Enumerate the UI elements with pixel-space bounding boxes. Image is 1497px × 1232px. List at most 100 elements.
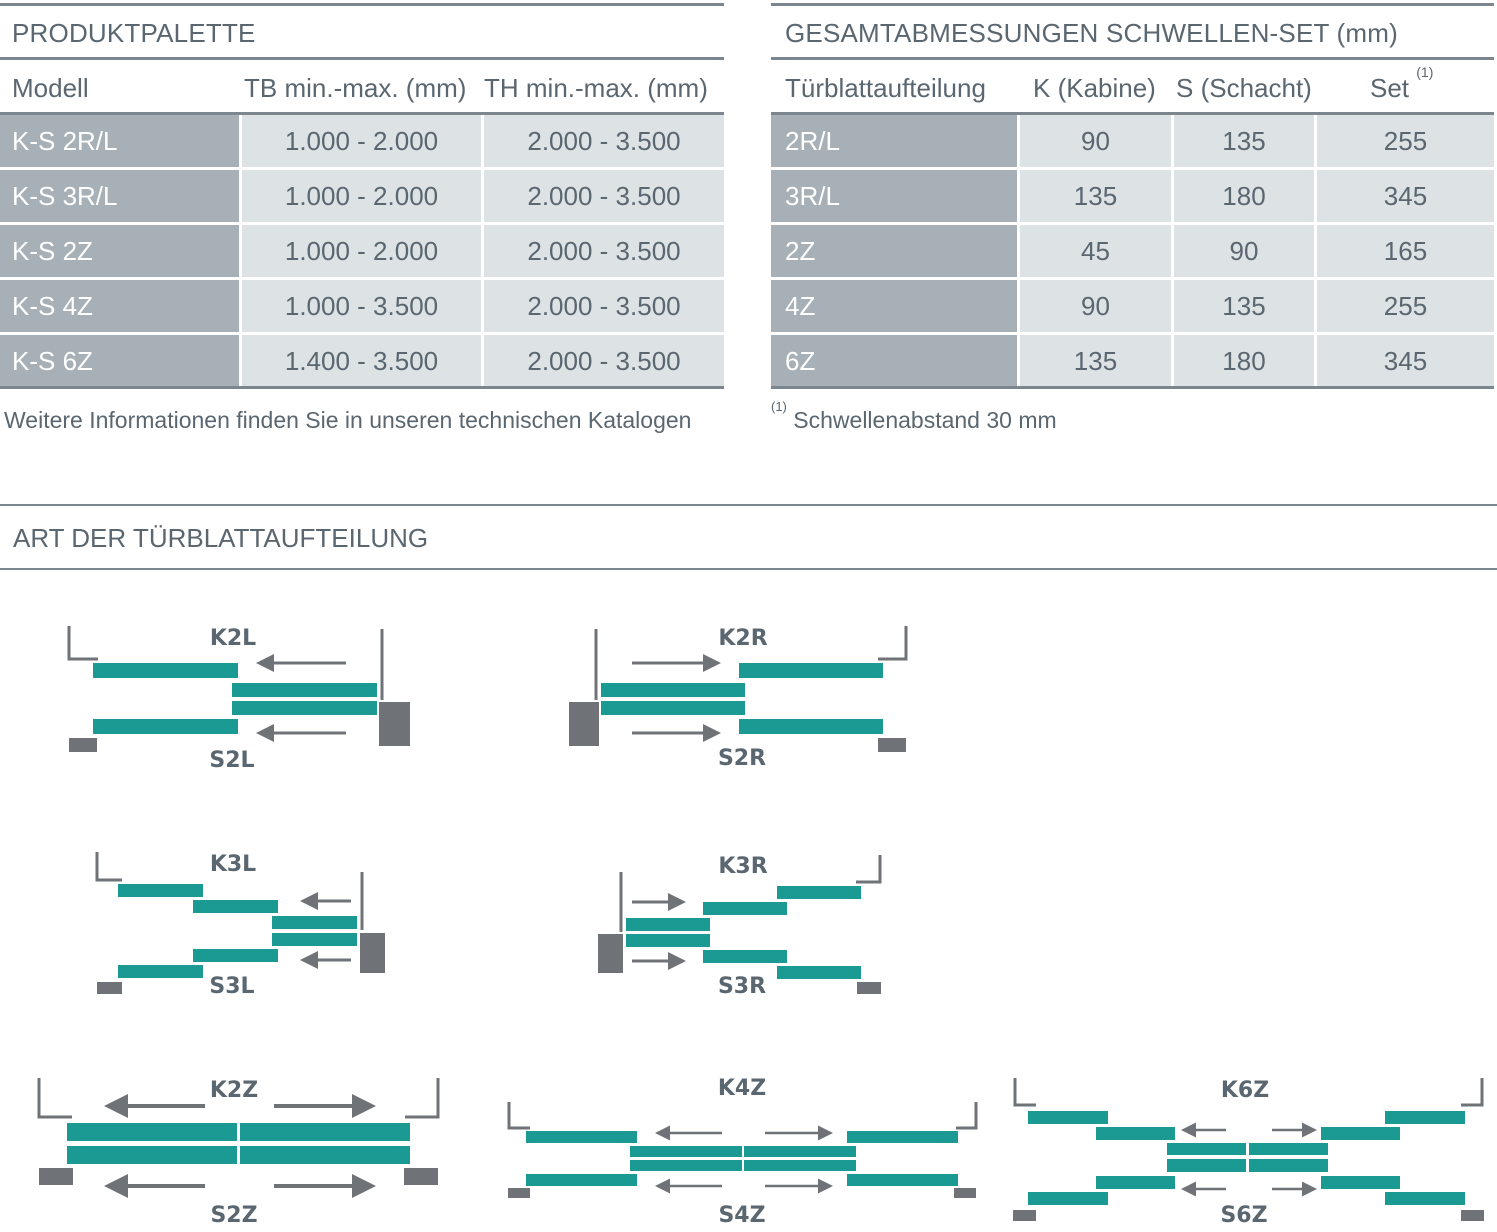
column-header-set-label: Set — [1370, 73, 1410, 103]
door-panel — [232, 683, 377, 697]
door-panel — [630, 1146, 742, 1157]
table-row: 2Z 45 90 165 — [771, 225, 1494, 277]
table-row: 4Z 90 135 255 — [771, 280, 1494, 332]
table-cell-th: 2.000 - 3.500 — [484, 115, 724, 167]
threshold-block — [39, 1168, 73, 1185]
diagram-label-bottom: S3R — [718, 974, 766, 999]
diagram-label-bottom: S2L — [209, 748, 254, 773]
door-panel — [626, 918, 710, 931]
threshold-block — [569, 702, 599, 746]
diagram-label-top: K4Z — [718, 1076, 766, 1101]
door-panel — [1167, 1159, 1246, 1172]
door-panel — [67, 1146, 237, 1164]
door-panel — [193, 900, 278, 913]
threshold-block — [69, 738, 97, 752]
diagram-k3r-s3r: K3R S3R — [598, 854, 882, 999]
table-cell-th: 2.000 - 3.500 — [484, 170, 724, 222]
table-cell-tb: 1.000 - 2.000 — [242, 115, 481, 167]
table-cell-aufteilung: 2R/L — [771, 115, 1017, 167]
diagram-k6z-s6z: K6Z S6Z — [1013, 1078, 1484, 1228]
table-rule — [771, 112, 1494, 115]
table-rule-bottom — [0, 386, 724, 389]
column-header-modell: Modell — [12, 73, 89, 103]
table-rule — [771, 57, 1494, 60]
frame-bracket — [507, 1102, 530, 1130]
door-panel — [1249, 1143, 1328, 1155]
door-panel — [93, 719, 238, 734]
door-panel — [240, 1123, 410, 1141]
table-cell-s: 135 — [1174, 115, 1314, 167]
table-cell-tb: 1.400 - 3.500 — [242, 335, 481, 387]
threshold-block — [878, 738, 906, 752]
table-footnote: (1) Schwellenabstand 30 mm — [771, 399, 1057, 434]
table-cell-k: 90 — [1020, 280, 1171, 332]
table-cell-modell: K-S 4Z — [0, 280, 239, 332]
door-panel — [601, 701, 745, 715]
table-cell-s: 180 — [1174, 170, 1314, 222]
threshold-block — [360, 933, 385, 973]
threshold-block — [1013, 1210, 1036, 1221]
door-panel — [1028, 1192, 1108, 1205]
diagram-label-top: K3R — [718, 854, 767, 879]
diagram-label-bottom: S2R — [718, 746, 766, 771]
door-panel — [118, 965, 203, 978]
door-panel — [1321, 1127, 1400, 1140]
footnote-mark: (1) — [1416, 64, 1434, 81]
column-header-tb: TB min.-max. (mm) — [244, 73, 467, 103]
door-panel — [1096, 1127, 1175, 1140]
table-cell-modell: K-S 2R/L — [0, 115, 239, 167]
table-row: 3R/L 135 180 345 — [771, 170, 1494, 222]
diagram-label-top: K2Z — [210, 1078, 258, 1103]
table-cell-set: 165 — [1317, 225, 1494, 277]
table-cell-th: 2.000 - 3.500 — [484, 335, 724, 387]
door-panel — [240, 1146, 410, 1164]
table-note: Weitere Informationen finden Sie in unse… — [4, 407, 692, 433]
door-panel — [118, 884, 203, 897]
table-cell-set: 255 — [1317, 280, 1494, 332]
table-row: 2R/L 90 135 255 — [771, 115, 1494, 167]
section-rule-bottom — [0, 568, 1497, 570]
table-header-row: Modell TB min.-max. (mm) TH min.-max. (m… — [0, 60, 724, 112]
door-panel — [630, 1160, 742, 1171]
door-panel — [777, 966, 861, 979]
section-title: ART DER TÜRBLATTAUFTEILUNG — [13, 523, 429, 553]
table-cell-set: 345 — [1317, 335, 1494, 387]
table-cell-modell: K-S 3R/L — [0, 170, 239, 222]
diagram-k2z-s2z: K2Z S2Z — [37, 1078, 440, 1228]
threshold-block — [598, 934, 623, 973]
door-panel — [193, 949, 278, 962]
diagram-k2l-s2l: K2L S2L — [67, 626, 410, 773]
table-cell-modell: K-S 6Z — [0, 335, 239, 387]
threshold-block — [857, 982, 881, 994]
table-cell-th: 2.000 - 3.500 — [484, 225, 724, 277]
table-cell-th: 2.000 - 3.500 — [484, 280, 724, 332]
table-row: K-S 2R/L 1.000 - 2.000 2.000 - 3.500 — [0, 115, 724, 167]
door-panel — [1167, 1143, 1246, 1155]
frame-bracket — [67, 626, 98, 661]
table-header-row: Türblattaufteilung K (Kabine) S (Schacht… — [771, 60, 1494, 112]
table-cell-s: 90 — [1174, 225, 1314, 277]
column-header-schacht: S (Schacht) — [1176, 73, 1312, 103]
table-cell-tb: 1.000 - 3.500 — [242, 280, 481, 332]
threshold-block — [97, 982, 122, 994]
door-panel — [526, 1131, 637, 1143]
table-title: GESAMTABMESSUNGEN SCHWELLEN-SET (mm) — [785, 18, 1398, 48]
table-row: K-S 4Z 1.000 - 3.500 2.000 - 3.500 — [0, 280, 724, 332]
threshold-block — [954, 1188, 976, 1198]
frame-bracket — [405, 1078, 440, 1119]
door-panel — [1249, 1159, 1328, 1172]
door-panel — [67, 1123, 237, 1141]
column-header-set: Set (1) — [1370, 64, 1433, 104]
door-panel — [1385, 1111, 1465, 1124]
footnote-mark: (1) — [771, 399, 787, 415]
door-panel — [847, 1174, 958, 1186]
table-cell-s: 135 — [1174, 280, 1314, 332]
frame-bracket — [95, 852, 122, 882]
table-cell-tb: 1.000 - 2.000 — [242, 170, 481, 222]
threshold-block — [508, 1188, 530, 1198]
door-panel — [744, 1146, 856, 1157]
door-panel — [626, 934, 710, 947]
column-header-kabine: K (Kabine) — [1033, 73, 1156, 103]
diagram-label-top: K2R — [718, 626, 767, 651]
